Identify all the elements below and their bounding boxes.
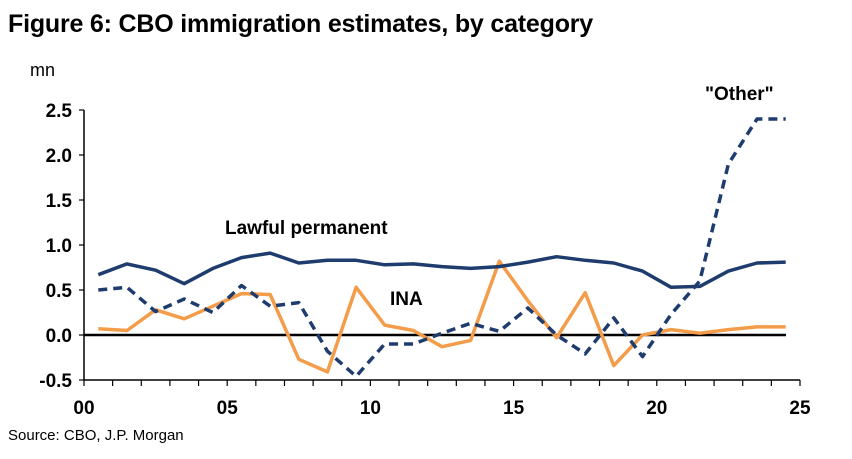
source-note: Source: CBO, J.P. Morgan [8, 427, 184, 444]
series-annotation-label: Lawful permanent [225, 218, 388, 239]
x-tick-label: 10 [360, 398, 381, 419]
x-tick-label: 15 [503, 398, 525, 419]
y-tick-label: 1.0 [46, 236, 72, 257]
series-annotation-label: "Other" [705, 84, 774, 105]
x-tick-label: 05 [217, 398, 239, 419]
series-line-ina [98, 259, 786, 374]
y-axis-unit-label: mn [30, 60, 56, 80]
chart-axes: -0.5 0.0 0.5 1.0 1.5 2.0 2.5 00 05 10 15 20 25 [39, 101, 811, 419]
x-tick-label: 25 [789, 398, 811, 419]
y-tick-label: 1.5 [46, 191, 73, 212]
y-tick-label: 2.0 [46, 146, 72, 167]
series-line-other [98, 117, 786, 379]
chart-annotation-layer: Lawful permanent INA "Other" [225, 84, 774, 310]
x-tick-label: 20 [646, 398, 667, 419]
chart-series-layer [97, 117, 786, 379]
y-tick-label: 0.5 [46, 281, 73, 302]
y-tick-label: 0.0 [46, 326, 72, 347]
y-tick-label: -0.5 [39, 371, 72, 392]
series-line-lawful-permanent [97, 251, 786, 290]
x-tick-label: 00 [73, 398, 94, 419]
y-tick-label: 2.5 [46, 101, 73, 122]
chart-title: Figure 6: CBO immigration estimates, by … [8, 10, 593, 38]
series-annotation-label: INA [390, 289, 423, 310]
